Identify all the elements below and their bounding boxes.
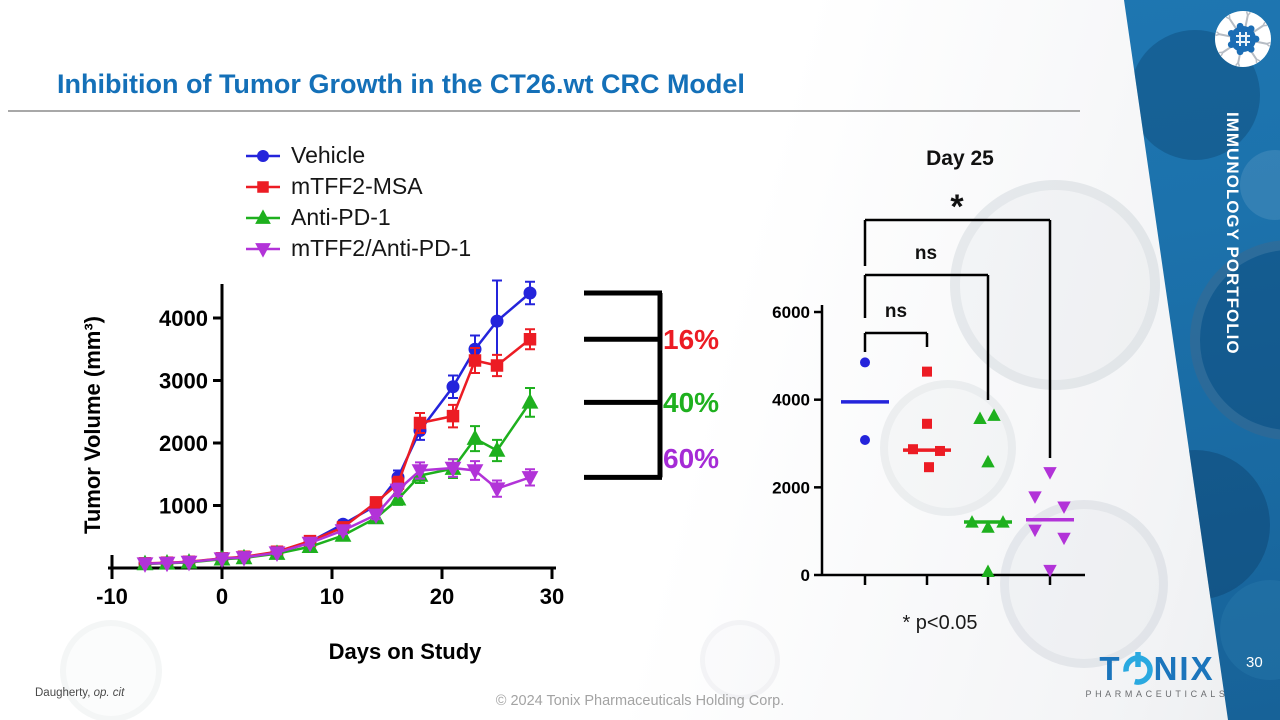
citation-footnote: Daugherty, op. cit — [35, 687, 124, 699]
svg-text:4000: 4000 — [159, 306, 208, 331]
legend-item-anti-pd-1: Anti-PD-1 — [244, 202, 471, 233]
line-chart-legend: Vehicle mTFF2-MSA Anti-PD-1 mTFF2/Anti-P… — [244, 140, 471, 264]
svg-text:10: 10 — [320, 584, 344, 609]
svg-text:3000: 3000 — [159, 369, 208, 394]
slide-title: Inhibition of Tumor Growth in the CT26.w… — [57, 69, 745, 99]
svg-text:30: 30 — [540, 584, 564, 609]
significance-star: * — [950, 188, 964, 226]
sidebar-portfolio-label: IMMUNOLOGY PORTFOLIO — [1223, 112, 1242, 355]
legend-item-mtff2-msa: mTFF2-MSA — [244, 171, 471, 202]
copyright-footer: © 2024 Tonix Pharmaceuticals Holding Cor… — [495, 693, 785, 709]
anti-pd-1-marker-icon — [246, 208, 280, 224]
legend-label: Vehicle — [291, 142, 366, 168]
scatter-title: Day 25 — [926, 147, 994, 170]
svg-text:20: 20 — [430, 584, 454, 609]
significance-ns-mtff2-msa: ns — [884, 301, 908, 322]
svg-text:1000: 1000 — [159, 494, 208, 519]
vehicle-marker-icon — [246, 149, 280, 162]
background-molecule-art — [700, 620, 780, 700]
y-axis-label: Tumor Volume (mm³) — [80, 316, 105, 534]
inhibition-label-16pct: 16% — [663, 324, 720, 355]
inhibition-label-60pct: 60% — [663, 443, 720, 474]
citation-opcit: op. cit — [93, 687, 125, 699]
legend-label: mTFF2/Anti-PD-1 — [291, 235, 472, 261]
svg-text:4000: 4000 — [772, 391, 810, 410]
background-molecule-art — [60, 620, 162, 720]
mtff2-msa-marker-icon — [246, 180, 280, 193]
tonix-logo-wordmark: T NIX — [1072, 648, 1242, 688]
band-molecule-art — [1240, 150, 1280, 220]
tonix-logo: T NIX PHARMACEUTICALS — [1072, 648, 1242, 700]
inhibition-label-40pct: 40% — [663, 387, 720, 418]
logo-subtitle: PHARMACEUTICALS — [1085, 689, 1229, 699]
svg-text:2000: 2000 — [159, 431, 208, 456]
virus-cell-icon — [1215, 11, 1271, 67]
legend-label: Anti-PD-1 — [291, 204, 391, 230]
svg-text:0: 0 — [216, 584, 228, 609]
pvalue-footnote: * p<0.05 — [902, 612, 978, 634]
x-axis-label: Days on Study — [328, 639, 482, 664]
mtff2-anti-pd-1-marker-icon — [246, 242, 280, 258]
significance-ns-anti-pd-1: ns — [914, 243, 938, 264]
citation-author: Daugherty, — [35, 687, 94, 699]
svg-text:2000: 2000 — [772, 478, 810, 497]
svg-text:6000: 6000 — [772, 303, 810, 322]
title-divider — [8, 110, 1080, 112]
legend-item-mtff2-anti-pd-1: mTFF2/Anti-PD-1 — [244, 233, 471, 264]
legend-item-vehicle: Vehicle — [244, 140, 471, 171]
power-button-o-icon — [1122, 652, 1153, 685]
svg-text:0: 0 — [801, 566, 810, 585]
legend-label: mTFF2-MSA — [291, 173, 423, 199]
logo-letter-t: T — [1099, 649, 1122, 687]
background-molecule-art — [1000, 500, 1168, 668]
page-number: 30 — [1246, 654, 1263, 671]
background-molecule-art — [880, 380, 1016, 516]
logo-letters-nix: NIX — [1153, 649, 1215, 687]
svg-text:-10: -10 — [96, 584, 128, 609]
background-molecule-art — [950, 180, 1160, 390]
